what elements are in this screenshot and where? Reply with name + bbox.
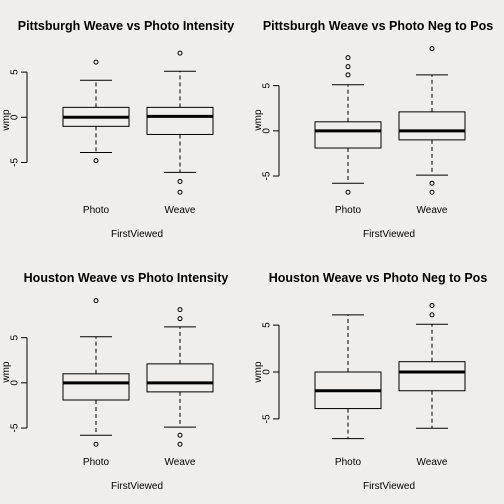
x-axis-label: FirstViewed bbox=[111, 229, 163, 240]
x-axis-label: FirstViewed bbox=[111, 481, 163, 492]
y-tick-label: 5 bbox=[10, 69, 21, 75]
x-tick-label: Photo bbox=[83, 457, 110, 468]
outlier-point bbox=[93, 158, 99, 164]
outlier-point bbox=[429, 189, 435, 195]
y-tick-label: 0 bbox=[10, 114, 21, 120]
x-tick-label: Photo bbox=[335, 457, 362, 468]
chart-title: Pittsburgh Weave vs Photo Neg to Pos bbox=[263, 19, 493, 33]
y-axis-label: wmp bbox=[1, 109, 12, 132]
outlier-point bbox=[177, 189, 183, 195]
y-tick-label: 0 bbox=[10, 380, 21, 386]
iqr-box bbox=[146, 363, 214, 393]
box-weave bbox=[398, 302, 466, 429]
x-axis-label: FirstViewed bbox=[363, 481, 415, 492]
outlier-point bbox=[345, 72, 351, 78]
x-axis-label: FirstViewed bbox=[363, 229, 415, 240]
x-tick-label: Weave bbox=[165, 205, 196, 216]
box-photo bbox=[314, 55, 382, 195]
box-weave bbox=[146, 50, 214, 195]
y-tick-label: 5 bbox=[10, 334, 21, 340]
outlier-point bbox=[429, 180, 435, 186]
y-axis-label: wmp bbox=[1, 361, 12, 384]
y-axis-label: wmp bbox=[253, 361, 264, 384]
outlier-point bbox=[345, 189, 351, 195]
panel-1: Pittsburgh Weave vs Photo Intensity -5 0 5 w… bbox=[1, 19, 234, 240]
y-tick-label: -5 bbox=[10, 423, 21, 432]
outlier-point bbox=[177, 441, 183, 447]
panel-4: Houston Weave vs Photo Neg to Pos -5 0 5 wmp… bbox=[253, 271, 487, 492]
panel-2: Pittsburgh Weave vs Photo Neg to Pos -5 0 5… bbox=[253, 19, 493, 240]
x-tick-label: Photo bbox=[83, 205, 110, 216]
y-tick-label: 5 bbox=[262, 322, 273, 328]
outlier-point bbox=[345, 55, 351, 61]
outlier-point bbox=[429, 302, 435, 308]
chart-title: Houston Weave vs Photo Neg to Pos bbox=[269, 271, 488, 285]
outlier-point bbox=[93, 298, 99, 304]
iqr-box bbox=[398, 111, 466, 141]
outlier-point bbox=[93, 441, 99, 447]
y-tick-label: -5 bbox=[262, 414, 273, 423]
x-tick-label: Weave bbox=[417, 457, 448, 468]
outlier-point bbox=[177, 316, 183, 322]
y-tick-label: -5 bbox=[10, 158, 21, 167]
y-axis-label: wmp bbox=[253, 109, 264, 132]
outlier-point bbox=[429, 312, 435, 318]
iqr-box bbox=[146, 106, 214, 135]
iqr-box bbox=[62, 373, 130, 401]
box-photo bbox=[314, 314, 382, 440]
outlier-point bbox=[177, 307, 183, 313]
panel-3: Houston Weave vs Photo Intensity -5 0 5 wmp P… bbox=[1, 271, 228, 492]
outlier-point bbox=[345, 64, 351, 70]
outlier-point bbox=[177, 178, 183, 184]
chart-title: Pittsburgh Weave vs Photo Intensity bbox=[18, 19, 235, 33]
x-tick-label: Photo bbox=[335, 205, 362, 216]
y-tick-label: 0 bbox=[262, 369, 273, 375]
chart-title: Houston Weave vs Photo Intensity bbox=[24, 271, 229, 285]
box-photo bbox=[62, 298, 130, 447]
outlier-point bbox=[429, 46, 435, 52]
outlier-point bbox=[93, 59, 99, 65]
outlier-point bbox=[177, 432, 183, 438]
y-tick-label: 5 bbox=[262, 82, 273, 88]
outlier-point bbox=[177, 50, 183, 56]
y-tick-label: -5 bbox=[262, 171, 273, 180]
iqr-box bbox=[398, 361, 466, 392]
x-tick-label: Weave bbox=[165, 457, 196, 468]
box-weave bbox=[146, 307, 214, 447]
x-tick-label: Weave bbox=[417, 205, 448, 216]
box-photo bbox=[62, 59, 130, 164]
iqr-box bbox=[314, 121, 382, 149]
box-weave bbox=[398, 46, 466, 195]
y-tick-label: 0 bbox=[262, 128, 273, 134]
